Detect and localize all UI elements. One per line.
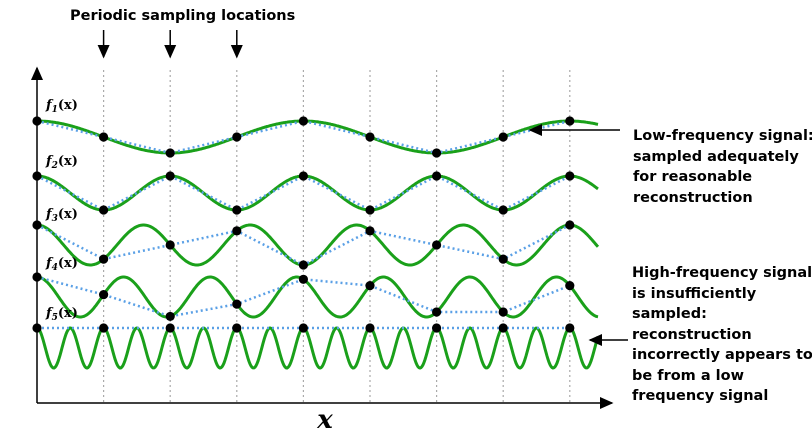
function-label: f3(x) — [45, 207, 78, 224]
note-line: incorrectly appears to — [632, 347, 812, 363]
f5-sample-point — [365, 323, 375, 333]
note-line: Low-frequency signal: — [633, 128, 812, 144]
f1-sample-point — [298, 116, 308, 126]
note-line: reconstruction — [632, 326, 752, 343]
high-frequency-note: High-frequency signal is insufficiently sa… — [632, 263, 812, 407]
f2-sample-point — [165, 171, 175, 181]
sampling-locations-label: Periodic sampling locations — [70, 8, 296, 24]
f4-sample-point — [165, 311, 175, 322]
note-line: sampled adequately — [633, 148, 799, 165]
f3-sample-point — [432, 240, 442, 250]
f5-sample-point — [298, 323, 308, 333]
f2-sample-point — [432, 171, 442, 181]
f2-sample-point — [365, 205, 375, 215]
f4-sample-point — [365, 281, 375, 291]
note-line: sampled: — [632, 306, 707, 322]
f2-sample-point — [232, 205, 242, 215]
f1-sample-point — [32, 116, 42, 126]
low-frequency-note: Low-frequency signal: sampled adequately f… — [633, 126, 812, 208]
note-line: reconstruction — [633, 189, 753, 206]
function-label: f2(x) — [45, 154, 78, 171]
f1-sample-point — [498, 132, 508, 142]
note-arrows — [528, 124, 628, 346]
f4-sample-point — [32, 272, 42, 282]
f5-sample-point — [32, 323, 42, 333]
f1-sample-point — [232, 132, 242, 142]
sampling-arrows — [97, 30, 243, 59]
function-labels: f1(x) f2(x) f3(x) f4(x) f5(x) — [45, 98, 78, 323]
f2-sample-point — [99, 205, 109, 215]
f5-sample-point — [99, 323, 109, 333]
f2-sample-point — [498, 205, 508, 215]
f1-sample-point — [99, 132, 109, 142]
note-line: for reasonable — [633, 169, 753, 185]
f5-sample-point — [432, 323, 442, 333]
f5-signal-curve — [36, 326, 600, 370]
signals — [32, 116, 600, 370]
f4-sample-point — [565, 281, 575, 291]
f3-sample-point — [365, 226, 375, 236]
f2-sample-point — [298, 171, 308, 181]
f5-sample-point — [232, 323, 242, 333]
note-line: be from a low — [632, 367, 744, 384]
f3-sample-point — [565, 220, 575, 230]
f5-sample-point — [165, 323, 175, 333]
f4-sample-point — [298, 274, 308, 284]
f4-sample-point — [432, 307, 442, 317]
f1-sample-point — [365, 132, 375, 142]
function-label: f5(x) — [45, 306, 78, 323]
f1-sample-point — [432, 148, 442, 158]
f3-sample-point — [498, 254, 508, 264]
f3-sample-point — [165, 240, 175, 250]
f4-sample-point — [498, 307, 508, 317]
note-line: is insufficiently — [632, 285, 757, 302]
f2-sample-point — [32, 171, 42, 181]
f5-sample-point — [565, 323, 575, 333]
f4-reconstruction — [36, 275, 571, 318]
f1-sample-point — [565, 116, 575, 126]
f3-sample-point — [99, 254, 109, 264]
f4-signal-curve — [36, 275, 599, 319]
f2-sample-point — [565, 171, 575, 181]
f4-sample-point — [99, 289, 109, 300]
f4-sample-point — [232, 299, 242, 309]
function-label: f1(x) — [45, 98, 78, 115]
f3-sample-point — [232, 226, 242, 236]
x-axis-label: x — [316, 405, 333, 434]
f5-sample-point — [498, 323, 508, 333]
f1-signal-curve — [37, 119, 599, 155]
f3-sample-point — [32, 220, 42, 230]
f1-reconstruction — [36, 119, 571, 155]
f3-sample-point — [298, 260, 308, 270]
f1-sample-point — [165, 148, 175, 158]
note-line: frequency signal — [632, 388, 769, 404]
note-line: High-frequency signal — [632, 265, 812, 281]
function-label: f4(x) — [45, 256, 78, 273]
